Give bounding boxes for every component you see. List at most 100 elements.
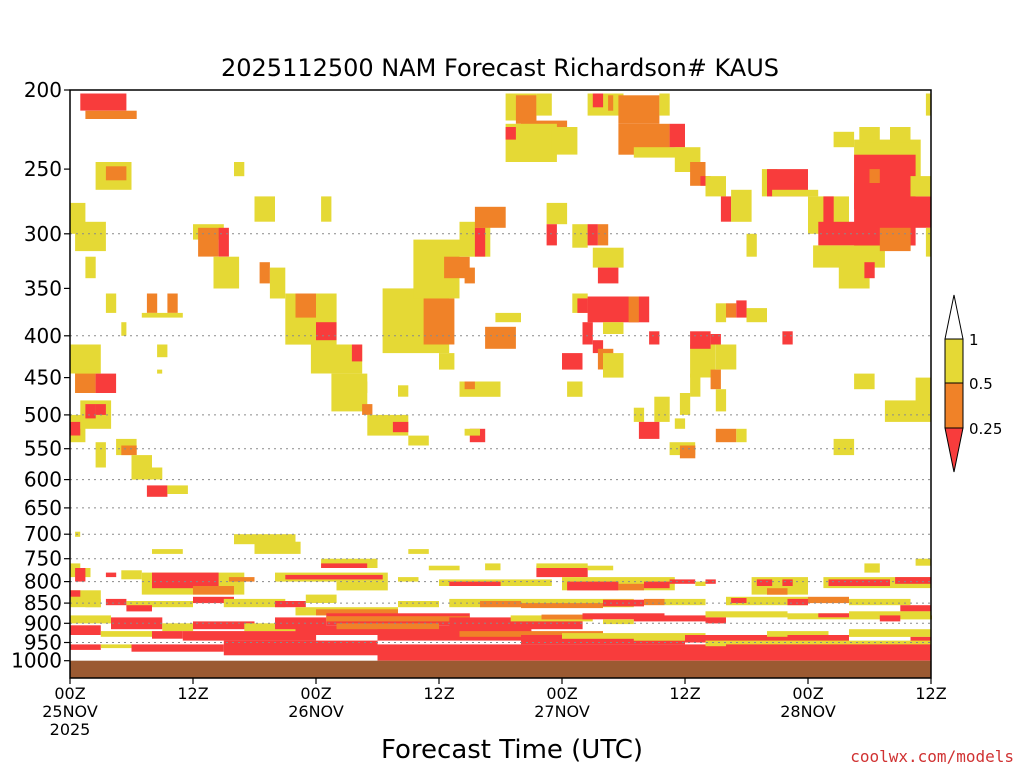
ri-region-74	[597, 224, 609, 246]
ri-region-128	[833, 131, 855, 148]
y-tick-label-500: 500	[24, 403, 62, 427]
ri-region-218	[787, 598, 808, 606]
ri-region-48	[408, 435, 429, 446]
ri-region-174	[121, 570, 142, 580]
ri-region-252	[521, 635, 685, 645]
ri-region-184	[449, 581, 501, 586]
ri-region-182	[336, 581, 388, 591]
y-tick-label-1000: 1000	[11, 649, 62, 673]
ri-region-13	[213, 256, 240, 289]
x-tick-label-0-1: 25NOV	[42, 702, 98, 721]
y-axis: 200 250 300 350 400 450 500 550 600 6507007508008…	[11, 78, 70, 673]
ri-region-8	[254, 196, 275, 222]
ri-region-92	[638, 421, 660, 439]
ri-region-178	[228, 577, 255, 582]
ri-region-40	[464, 267, 475, 284]
ri-region-172	[70, 590, 81, 597]
x-tick-label-72-0: 00Z	[792, 684, 823, 703]
ri-region-165	[587, 565, 614, 571]
ri-region-39	[474, 206, 506, 228]
ri-region-95	[674, 418, 686, 429]
ri-region-110	[782, 331, 793, 345]
ri-region-164	[536, 563, 588, 568]
ri-region-24	[316, 322, 337, 341]
ri-region-4	[234, 162, 245, 177]
chart-title: 2025112500 NAM Forecast Richardson# KAUS	[221, 54, 779, 82]
ri-region-45	[464, 381, 475, 390]
ri-region-136	[833, 438, 855, 456]
ri-region-83	[582, 322, 593, 345]
ri-region-239	[818, 613, 850, 618]
ri-region-224	[162, 623, 194, 632]
ri-region-166	[864, 563, 880, 573]
ri-region-127	[910, 176, 931, 197]
ri-region-265	[705, 640, 931, 647]
ri-region-94	[679, 445, 696, 459]
ri-region-220	[849, 598, 911, 606]
ri-region-104	[715, 428, 737, 443]
ri-region-100	[710, 334, 721, 345]
y-tick-label-650: 650	[24, 496, 62, 520]
ri-region-0	[80, 93, 127, 111]
ri-region-170	[75, 568, 86, 582]
legend-swatch-0.5-1	[944, 338, 964, 384]
ri-region-190	[695, 581, 706, 586]
x-tick-label-24-0: 00Z	[300, 684, 331, 703]
y-tick-label-450: 450	[24, 366, 62, 390]
ri-region-120	[864, 262, 875, 279]
colorbar-legend: 1 0.5 0.25	[944, 294, 1002, 473]
ri-region-208	[316, 609, 398, 616]
x-tick-label-60-0: 12Z	[669, 684, 700, 703]
ri-region-1	[85, 110, 137, 119]
ri-region-210	[449, 598, 634, 608]
x-axis-label: Forecast Time (UTC)	[381, 735, 643, 765]
ri-region-187	[618, 583, 644, 591]
ri-region-58	[608, 95, 614, 111]
ground-layer	[70, 660, 931, 678]
ri-region-101	[715, 344, 737, 370]
ri-region-236	[705, 611, 788, 618]
ri-region-138	[70, 421, 81, 436]
ri-region-71	[546, 224, 557, 246]
ri-region-55	[551, 127, 578, 155]
ri-region-140	[75, 373, 96, 393]
ri-region-233	[582, 613, 665, 620]
plot-frame	[69, 89, 932, 679]
x-tick-label-0-0: 00Z	[54, 684, 85, 703]
legend-label-2: 0.25	[969, 420, 1002, 438]
ri-region-7	[85, 256, 96, 279]
ri-region-159	[321, 563, 368, 568]
ri-region-34	[423, 298, 455, 345]
ri-region-134	[884, 400, 931, 422]
ri-region-72	[572, 224, 588, 248]
ri-region-173	[105, 572, 117, 578]
ri-region-16	[105, 293, 117, 313]
ri-region-18	[167, 293, 178, 313]
ri-region-60	[659, 93, 670, 116]
ri-region-238	[787, 613, 849, 620]
ri-region-80	[628, 296, 639, 323]
ri-region-106	[715, 303, 727, 323]
ri-region-180	[285, 574, 383, 580]
ri-region-258	[849, 629, 931, 637]
ri-region-51	[536, 93, 552, 116]
ri-region-73	[587, 224, 598, 246]
ri-region-222	[70, 615, 111, 624]
ri-region-150	[146, 485, 168, 497]
ri-region-68	[720, 196, 732, 222]
y-tick-label-900: 900	[24, 611, 62, 635]
y-tick-label-750: 750	[24, 547, 62, 571]
ri-region-28	[362, 404, 373, 415]
legend-swatch-0.25-0.5	[944, 382, 964, 429]
ri-region-260	[70, 644, 101, 650]
ri-region-132	[925, 227, 931, 257]
ri-region-21	[70, 344, 101, 374]
ri-region-99	[690, 331, 711, 349]
ri-region-15	[269, 267, 286, 299]
ri-region-131	[925, 93, 931, 116]
ri-region-226	[244, 623, 296, 632]
ri-region-130	[890, 127, 911, 143]
ri-region-245	[152, 631, 183, 639]
ri-region-75	[592, 247, 624, 268]
ri-region-90	[633, 407, 645, 422]
